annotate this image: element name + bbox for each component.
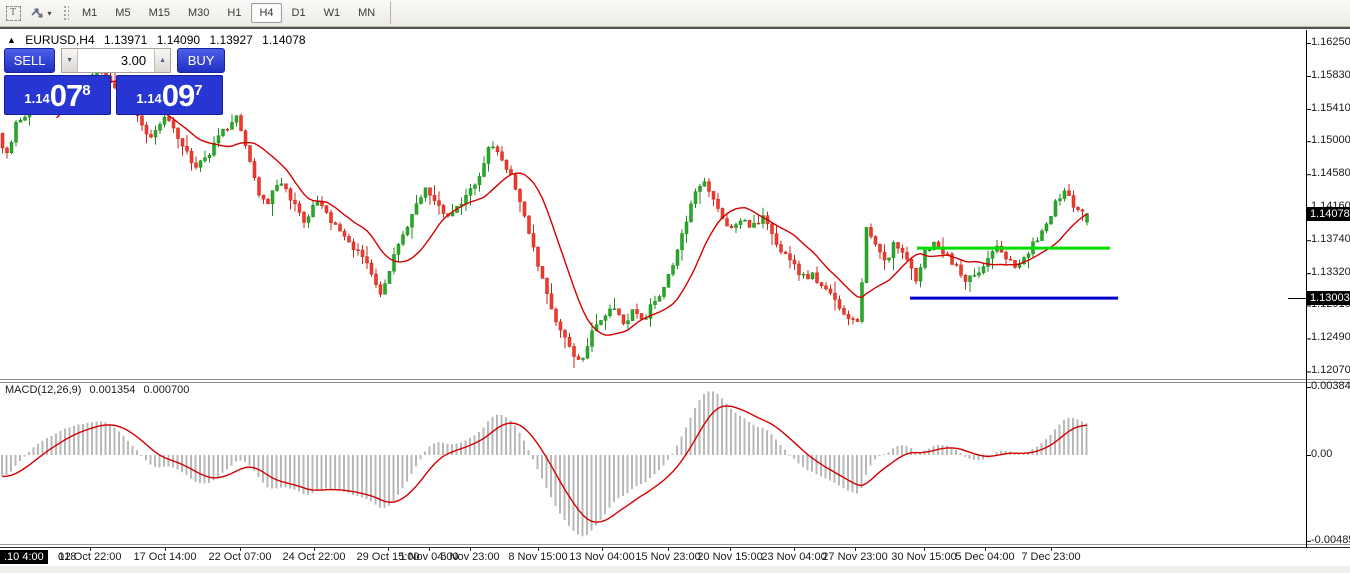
price-tick-label: 1.13320 (1311, 266, 1350, 279)
bid-price-pips: 07 (49, 78, 83, 113)
macd-histogram (1, 391, 1088, 537)
timeframe-button-group: M1 M5 M15 M30 H1 H4 D1 W1 MN (73, 3, 384, 23)
macd-tick-label: 0.00 (1311, 448, 1333, 460)
toolbar-separator (390, 2, 392, 24)
ask-price-prefix: 1.14 (136, 91, 162, 106)
window-top-border (0, 27, 1350, 29)
time-tick-label: 13 Nov 04:00 (569, 551, 635, 563)
toolbar-grip-handle[interactable] (62, 4, 69, 22)
ohlc-open: 1.13971 (103, 33, 148, 47)
price-tick-label: 1.15000 (1311, 134, 1350, 147)
time-tick-label: 1 Nov 04:00 (399, 551, 459, 563)
timeframe-button-h1[interactable]: H1 (227, 7, 242, 19)
time-tick-label: 30 Nov 15:00 (891, 551, 957, 563)
axis-frame-layer (0, 30, 1350, 551)
timeframe-button-m15[interactable]: M15 (148, 7, 170, 19)
time-tick-label: 12 Oct 22:00 (58, 551, 122, 563)
ohlc-high: 1.14090 (156, 33, 201, 47)
time-crosshair-badge: .10 4:00 (0, 550, 48, 564)
macd-tick-label: -0.004856 (1311, 533, 1350, 546)
time-tick-label: 7 Dec 23:00 (1021, 551, 1081, 563)
bid-price-box[interactable]: 1.14 07 8 (4, 75, 111, 115)
bid-price-prefix: 1.14 (24, 91, 50, 106)
support-line-price-badge: 1.13003 (1307, 291, 1350, 305)
macd-indicator-label: MACD(12,26,9) 0.001354 0.000700 (5, 384, 194, 396)
symbol-arrows-icon[interactable]: ▾ (26, 3, 56, 23)
text-label-tool-glyph: T (5, 5, 21, 21)
price-tick-label: 1.12490 (1311, 331, 1350, 344)
candles-layer (0, 64, 1089, 368)
macd-signal-value: 0.000700 (143, 384, 190, 396)
timeframe-button-m5[interactable]: M5 (115, 7, 131, 19)
ohlc-low: 1.13927 (209, 33, 253, 47)
chart-surface[interactable] (0, 30, 1350, 573)
bottom-margin-strip (0, 566, 1350, 573)
dropdown-caret-icon: ▾ (47, 8, 52, 18)
volume-increase-button[interactable]: ▲ (154, 49, 171, 72)
timeframe-button-mn[interactable]: MN (358, 7, 376, 19)
time-tick-label: 23 Nov 04:00 (761, 551, 827, 563)
chart-title-bar: ▲ EURUSD,H4 1.13971 1.14090 1.13927 1.14… (7, 33, 312, 47)
time-tick-label: 24 Oct 22:00 (282, 551, 346, 563)
macd-name: MACD(12,26,9) (5, 384, 82, 396)
timeframe-button-h4[interactable]: H4 (251, 3, 282, 23)
current-price-badge: 1.14078 (1307, 207, 1350, 221)
time-tick-label: 29 Oct 15:00 (356, 551, 420, 563)
bid-price-point: 8 (82, 82, 91, 99)
symbol-period-label: EURUSD,H4 (25, 33, 95, 47)
time-tick-label: 20 Nov 15:00 (697, 551, 763, 563)
ohlc-close: 1.14078 (262, 33, 306, 47)
text-label-tool-icon[interactable]: T (2, 3, 24, 23)
sell-button[interactable]: SELL (4, 48, 56, 73)
timeframe-button-w1[interactable]: W1 (323, 7, 341, 19)
collapse-arrow-icon[interactable]: ▲ (7, 35, 16, 45)
one-click-trading-panel: SELL ▼ ▲ BUY 1.14 07 8 1.14 09 7 (4, 48, 225, 115)
timeframe-button-d1[interactable]: D1 (291, 7, 306, 19)
timeframes-toolbar: T ▾ M1 M5 M15 M30 H1 H4 D1 W1 MN (0, 0, 1350, 27)
volume-decrease-button[interactable]: ▼ (62, 49, 79, 72)
volume-input[interactable] (78, 49, 155, 72)
price-tick-label: 1.13740 (1311, 233, 1350, 246)
ask-price-box[interactable]: 1.14 09 7 (116, 75, 223, 115)
trendline-levels-layer[interactable] (910, 246, 1118, 300)
timeframe-button-m1[interactable]: M1 (82, 7, 98, 19)
volume-spinner: ▼ ▲ (61, 48, 172, 73)
time-tick-label: 8 Nov 15:00 (508, 551, 568, 563)
price-tick-label: 1.15410 (1311, 102, 1350, 114)
time-tick-label: 27 Nov 23:00 (822, 551, 888, 563)
arrows-glyph (31, 8, 44, 18)
price-tick-label: 1.15830 (1311, 69, 1350, 81)
time-year-label: 018 (58, 551, 77, 563)
price-tick-label: 1.12070 (1311, 364, 1350, 377)
moving-average-line (56, 80, 1088, 336)
price-tick-label: 1.16250 (1311, 36, 1350, 48)
buy-button[interactable]: BUY (177, 48, 225, 73)
macd-value: 0.001354 (89, 384, 136, 396)
timeframe-button-m30[interactable]: M30 (187, 7, 210, 19)
time-tick-label: 5 Dec 04:00 (955, 551, 1015, 563)
price-tick-label: 1.14580 (1311, 167, 1350, 180)
time-tick-label: 17 Oct 14:00 (133, 551, 197, 563)
macd-signal-line (2, 405, 1088, 523)
time-tick-label: 15 Nov 23:00 (635, 551, 701, 563)
ask-price-pips: 09 (161, 78, 195, 113)
ask-price-point: 7 (194, 82, 203, 99)
macd-tick-label: 0.003847 (1311, 379, 1350, 392)
time-tick-label: 5 Nov 23:00 (440, 551, 500, 563)
time-tick-label: 22 Oct 07:00 (208, 551, 272, 563)
